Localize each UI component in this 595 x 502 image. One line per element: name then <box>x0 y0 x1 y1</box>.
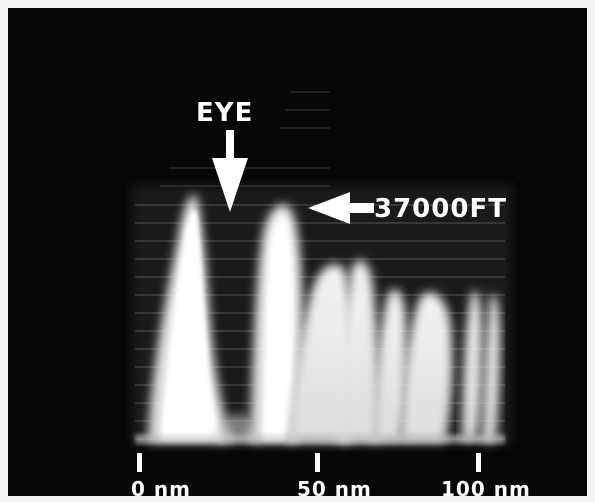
echo-cell-far-2 <box>482 293 500 442</box>
echo-band-2 <box>338 260 379 442</box>
range-tick-marks <box>137 453 481 472</box>
eye-arrow <box>212 130 248 212</box>
range-label-50: 50 nm <box>297 477 372 501</box>
radar-echoes <box>148 194 500 442</box>
eye-label: EYE <box>196 98 254 128</box>
echo-band-3 <box>372 288 407 442</box>
scope-baseline <box>135 434 505 444</box>
faint-upper-lines <box>160 91 330 187</box>
altitude-label: 37000FT <box>374 194 507 224</box>
range-label-0: 0 nm <box>131 477 191 501</box>
echo-left-eyewall-core <box>160 210 222 440</box>
echo-band-1 <box>288 264 353 442</box>
altitude-arrow <box>308 192 374 224</box>
echo-band-4 <box>400 292 453 442</box>
echo-right-eyewall-core <box>262 218 294 440</box>
range-label-100: 100 nm <box>441 477 531 501</box>
echo-cell-far-1 <box>462 290 482 440</box>
